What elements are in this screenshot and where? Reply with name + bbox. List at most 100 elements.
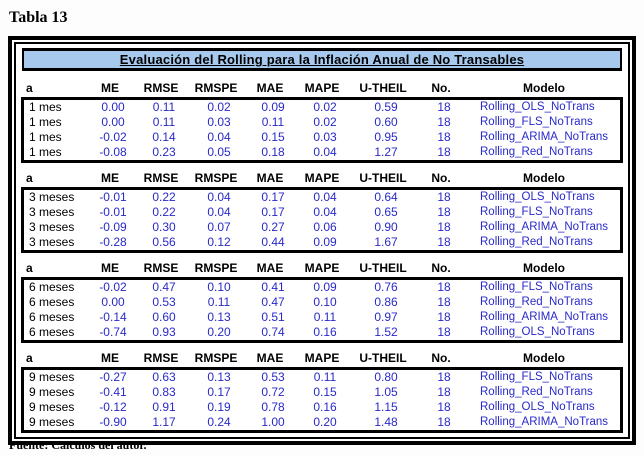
value-cell: 18 xyxy=(437,235,451,249)
value-cell: 0.23 xyxy=(152,145,176,159)
value-cell: 0.59 xyxy=(374,100,398,114)
column-header-modelo: Modelo xyxy=(523,171,565,185)
horizon-cell: 6 meses xyxy=(29,325,75,339)
table-row: 9 meses -0.27 0.63 0.13 0.53 0.11 0.80 18 Rollin… xyxy=(24,370,620,385)
value-cell: 18 xyxy=(437,190,451,204)
column-header-row: a ME RMSE RMSPE MAE MAPE U-THEIL No. Modelo xyxy=(21,81,623,96)
value-cell: 18 xyxy=(437,385,451,399)
column-header-rmse: RMSE xyxy=(143,81,179,95)
model-cell: Rolling_FLS_NoTrans xyxy=(480,371,593,383)
column-header-mae: MAE xyxy=(256,351,284,365)
horizon-cell: 9 meses xyxy=(29,385,75,399)
value-cell: 0.11 xyxy=(207,295,231,309)
value-cell: 18 xyxy=(437,310,451,324)
value-cell: 18 xyxy=(437,415,451,429)
column-header-a: a xyxy=(26,351,33,365)
value-cell: 0.00 xyxy=(101,115,125,129)
value-cell: -0.28 xyxy=(99,235,127,249)
value-cell: 0.91 xyxy=(152,400,176,414)
value-cell: 0.11 xyxy=(152,100,176,114)
model-cell: Rolling_FLS_NoTrans xyxy=(480,116,593,128)
value-cell: 0.93 xyxy=(152,325,176,339)
table-title: Evaluación del Rolling para la Inflación… xyxy=(119,52,525,67)
value-cell: 0.02 xyxy=(207,100,231,114)
value-cell: 18 xyxy=(437,325,451,339)
value-cell: 1.05 xyxy=(374,385,398,399)
column-header-mape: MAPE xyxy=(304,171,340,185)
value-cell: 0.47 xyxy=(261,295,285,309)
column-header-rmspe: RMSPE xyxy=(194,171,238,185)
value-cell: 0.80 xyxy=(374,370,398,384)
value-cell: 0.11 xyxy=(313,370,337,384)
value-cell: 0.12 xyxy=(207,235,231,249)
table-row: 9 meses -0.90 1.17 0.24 1.00 0.20 1.48 18 Rollin… xyxy=(24,415,620,430)
value-cell: -0.41 xyxy=(99,385,127,399)
table-frame: Evaluación del Rolling para la Inflación… xyxy=(8,36,636,445)
value-cell: -0.02 xyxy=(99,130,127,144)
table-frame-inner: Evaluación del Rolling para la Inflación… xyxy=(14,42,630,439)
value-cell: 0.53 xyxy=(152,295,176,309)
model-cell: Rolling_OLS_NoTrans xyxy=(480,191,595,203)
value-cell: 0.90 xyxy=(374,220,398,234)
table-row: 3 meses -0.28 0.56 0.12 0.44 0.09 1.67 18 Rollin… xyxy=(24,235,620,250)
column-header-utheil: U-THEIL xyxy=(359,171,407,185)
value-cell: 0.76 xyxy=(374,280,398,294)
model-cell: Rolling_OLS_NoTrans xyxy=(480,401,595,413)
value-cell: 0.04 xyxy=(207,190,231,204)
column-header-me: ME xyxy=(101,81,119,95)
value-cell: -0.12 xyxy=(99,400,127,414)
value-cell: -0.02 xyxy=(99,280,127,294)
value-cell: 0.05 xyxy=(207,145,231,159)
value-cell: 0.07 xyxy=(207,220,231,234)
data-box: 1 mes 0.00 0.11 0.02 0.09 0.02 0.59 18 Rolling_O… xyxy=(21,97,623,163)
column-header-no: No. xyxy=(431,351,451,365)
value-cell: 0.09 xyxy=(313,280,337,294)
value-cell: 0.27 xyxy=(261,220,285,234)
value-cell: 0.19 xyxy=(207,400,231,414)
model-cell: Rolling_Red_NoTrans xyxy=(480,386,593,398)
column-header-mape: MAPE xyxy=(304,351,340,365)
value-cell: 0.15 xyxy=(313,385,337,399)
column-header-a: a xyxy=(26,81,33,95)
table-row: 6 meses -0.74 0.93 0.20 0.74 0.16 1.52 18 Rollin… xyxy=(24,325,620,340)
value-cell: 1.15 xyxy=(374,400,398,414)
value-cell: 0.04 xyxy=(313,190,337,204)
value-cell: -0.74 xyxy=(99,325,127,339)
column-header-rmspe: RMSPE xyxy=(194,81,238,95)
column-header-modelo: Modelo xyxy=(523,351,565,365)
table-section-3-meses: a ME RMSE RMSPE MAE MAPE U-THEIL No. Modelo 3 mes… xyxy=(21,171,623,253)
value-cell: 0.56 xyxy=(152,235,176,249)
value-cell: -0.14 xyxy=(99,310,127,324)
value-cell: 0.04 xyxy=(207,130,231,144)
column-header-rmse: RMSE xyxy=(143,171,179,185)
value-cell: 1.17 xyxy=(152,415,176,429)
value-cell: 18 xyxy=(437,100,451,114)
model-cell: Rolling_ARIMA_NoTrans xyxy=(480,131,609,143)
value-cell: 0.95 xyxy=(374,130,398,144)
horizon-cell: 3 meses xyxy=(29,190,75,204)
model-cell: Rolling_ARIMA_NoTrans xyxy=(480,311,609,323)
horizon-cell: 6 meses xyxy=(29,280,75,294)
value-cell: 0.83 xyxy=(152,385,176,399)
column-header-mae: MAE xyxy=(256,81,284,95)
column-header-mape: MAPE xyxy=(304,261,340,275)
column-header-row: a ME RMSE RMSPE MAE MAPE U-THEIL No. Modelo xyxy=(21,261,623,276)
value-cell: 18 xyxy=(437,280,451,294)
value-cell: 1.27 xyxy=(374,145,398,159)
column-header-mape: MAPE xyxy=(304,81,340,95)
horizon-cell: 6 meses xyxy=(29,295,75,309)
horizon-cell: 9 meses xyxy=(29,370,75,384)
data-box: 3 meses -0.01 0.22 0.04 0.17 0.04 0.64 18 Rollin… xyxy=(21,187,623,253)
value-cell: 0.02 xyxy=(313,100,337,114)
value-cell: 0.10 xyxy=(207,280,231,294)
value-cell: 0.02 xyxy=(313,115,337,129)
column-header-me: ME xyxy=(101,351,119,365)
value-cell: 0.18 xyxy=(261,145,285,159)
value-cell: 0.60 xyxy=(374,115,398,129)
horizon-cell: 1 mes xyxy=(29,115,62,129)
horizon-cell: 1 mes xyxy=(29,130,62,144)
value-cell: 18 xyxy=(437,205,451,219)
horizon-cell: 6 meses xyxy=(29,310,75,324)
value-cell: 0.20 xyxy=(207,325,231,339)
value-cell: 0.03 xyxy=(313,130,337,144)
